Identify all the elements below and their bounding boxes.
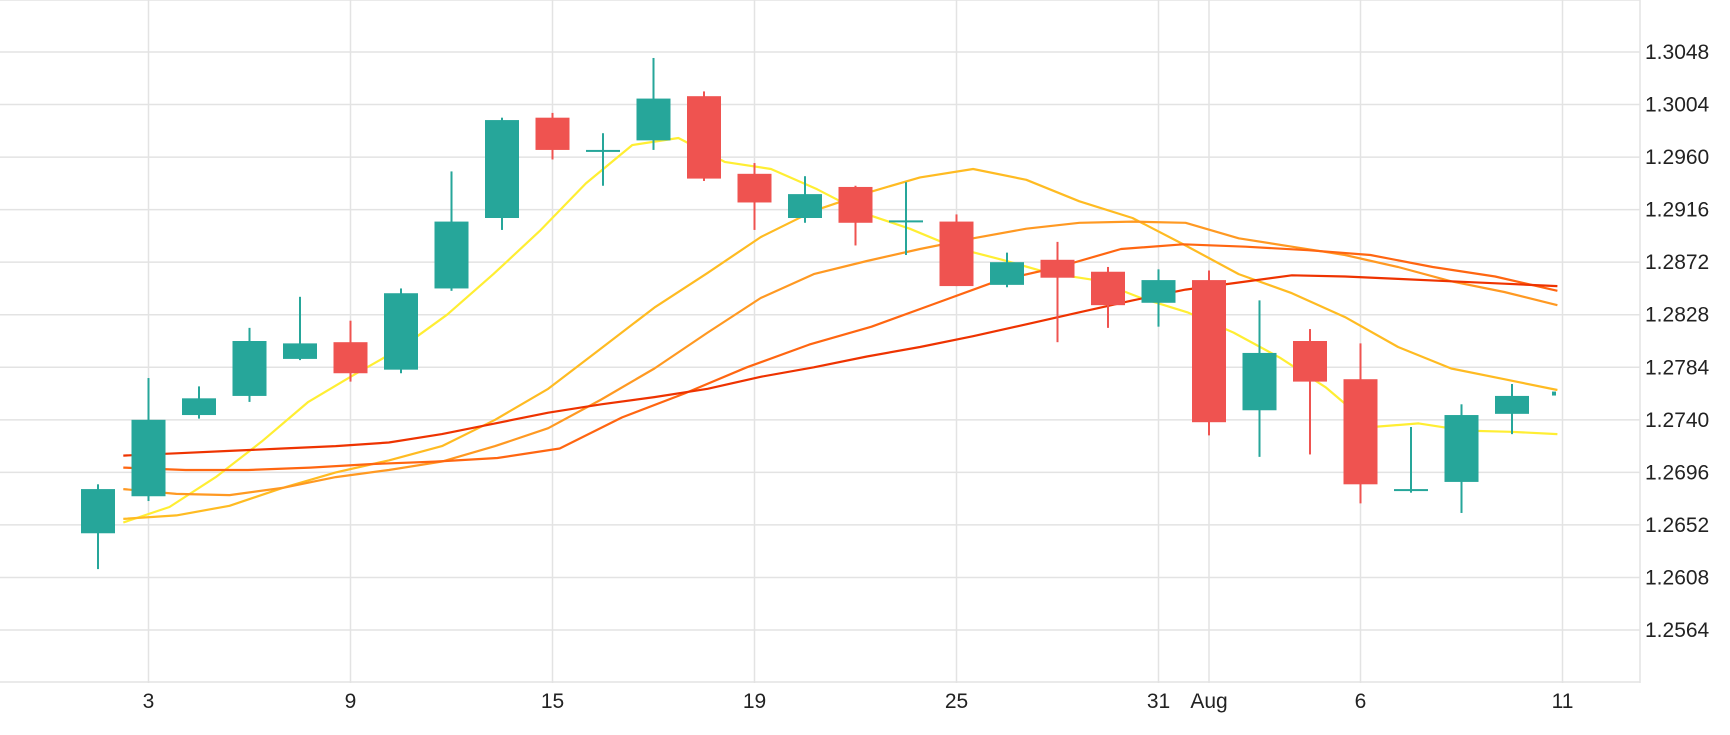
candle [333,320,368,382]
moving-average-line-4 [123,243,1558,472]
candle-body [333,342,368,374]
candle [1394,426,1428,493]
last-price-mark [1552,391,1556,396]
candle [939,214,974,287]
candle-body [131,419,166,497]
candle [1192,270,1226,436]
y-tick-label: 1.3004 [1645,94,1710,117]
candle [687,91,721,181]
y-tick-label: 1.2784 [1645,356,1710,379]
moving-average-line-5 [123,274,1558,457]
candle-body [1192,280,1226,423]
candle-body [232,341,267,396]
candle [434,171,469,291]
candle-body [434,221,469,289]
x-tick-label: 25 [945,690,968,713]
candle [81,484,115,570]
candle-body [1444,415,1479,482]
candle-body [838,186,873,223]
candle [1091,266,1125,328]
x-tick-label: 19 [743,690,766,713]
candle [838,185,873,246]
candle-body [990,262,1024,285]
candle [1141,269,1176,327]
x-tick-label: Aug [1190,690,1227,713]
y-tick-label: 1.2960 [1645,146,1709,169]
candle-body [1091,271,1125,306]
x-tick-label: 15 [541,690,564,713]
candle [283,296,317,361]
candle-body [1141,280,1176,303]
candle [131,378,166,502]
candle [788,176,822,223]
candle-body [636,98,671,141]
y-tick-label: 1.2872 [1645,251,1709,274]
y-tick-label: 1.2652 [1645,514,1709,537]
candle-body [737,173,772,203]
y-tick-label: 1.2696 [1645,461,1709,484]
candle-body [81,489,115,534]
candle-body [1293,341,1327,382]
candle-body [687,96,721,179]
axis-labels-layer: 1.3048 1.3004 1.2960 1.2916 1.2872 1.2828 1.27… [143,41,1710,713]
grid-layer [0,0,1641,683]
candle-body [535,117,570,150]
x-tick-label: 9 [345,690,357,713]
candle-body [788,194,822,218]
candle-body [1343,379,1378,485]
candle [182,386,216,419]
candle [889,182,923,256]
candle [1444,404,1479,513]
y-tick-label: 1.2564 [1645,619,1710,642]
candle-body [182,398,216,416]
candle-body [939,221,974,287]
candle [1495,383,1529,435]
y-tick-label: 1.2828 [1645,304,1709,327]
candle [586,133,620,186]
candle-body [1394,489,1428,492]
candle [384,288,418,374]
x-tick-label: 31 [1147,690,1170,713]
candle [232,327,267,402]
candle [990,252,1024,288]
candle [737,163,772,230]
candles-layer [81,57,1556,570]
candle [1343,343,1378,504]
y-tick-label: 1.3048 [1645,41,1709,64]
candle-body [485,120,519,218]
y-tick-label: 1.2916 [1645,199,1709,222]
x-tick-label: 6 [1355,690,1367,713]
x-tick-label: 11 [1552,690,1574,713]
candle [1242,300,1277,457]
candle-body [1242,352,1277,411]
candle-body [1040,259,1075,278]
candle-body [1495,395,1529,414]
candle [1040,241,1075,343]
x-tick-label: 3 [143,690,155,713]
candle-body [889,220,923,223]
candle-body [384,293,418,370]
y-tick-label: 1.2608 [1645,566,1709,589]
candle [1293,329,1327,455]
candle [636,57,671,150]
candle [535,112,570,160]
candle-body [586,149,620,152]
y-tick-label: 1.2740 [1645,409,1709,432]
candle-body [283,343,317,359]
candle [485,117,519,230]
